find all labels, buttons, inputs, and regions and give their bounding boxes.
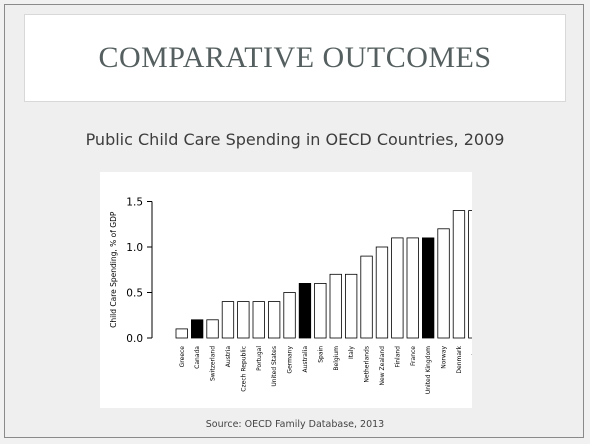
bar: [468, 210, 472, 339]
x-tick-label: Italy: [348, 346, 355, 359]
source-note: Source: OECD Family Database, 2013: [205, 419, 385, 430]
y-tick-label: 0.0: [126, 333, 143, 345]
x-tick-label: Spain: [317, 346, 324, 363]
x-tick-label: Czech Republic: [240, 346, 247, 392]
x-tick-label: Switzerland: [210, 346, 217, 381]
x-tick-label: Australia: [302, 346, 309, 373]
x-tick-label: Norway: [441, 346, 448, 369]
x-tick-label: Greece: [179, 346, 186, 368]
x-tick-label: Belgium: [333, 346, 340, 371]
bar: [329, 273, 342, 339]
bar: [267, 301, 281, 339]
bar: [437, 228, 450, 339]
x-tick-label: Germany: [287, 346, 294, 374]
x-tick-label: United Kingdom: [425, 346, 432, 394]
y-tick-label: 1.0: [126, 242, 143, 254]
x-tick-label: Austria: [225, 346, 232, 368]
slide-title: COMPARATIVE OUTCOMES: [98, 41, 492, 74]
bar: [206, 319, 219, 339]
y-tick-label: 1.5: [126, 197, 143, 209]
bar: [298, 283, 312, 339]
bar: [375, 246, 389, 339]
x-tick-label: Finland: [394, 346, 401, 368]
x-tick-label: Portugal: [256, 346, 263, 371]
y-axis-title: Child Care Spending, % of GDP: [109, 211, 118, 328]
bar: [406, 237, 419, 339]
bar: [191, 319, 204, 339]
y-tick-label: 0.5: [126, 288, 143, 300]
bar: [283, 292, 296, 339]
x-tick-label: Netherlands: [364, 346, 371, 383]
x-tick-label: Sweden: [471, 346, 472, 370]
bar: [175, 328, 188, 339]
bar: [344, 273, 358, 339]
x-tick-label: Canada: [194, 346, 201, 369]
bar: [391, 237, 404, 339]
bar: [452, 210, 466, 339]
bar: [360, 255, 373, 339]
x-tick-label: France: [410, 346, 417, 366]
bar: [314, 283, 327, 339]
bar: [252, 301, 265, 339]
bar-chart: 0.0 0.5 1.0 1.5 Child Care Spending, % of GD…: [109, 197, 472, 394]
x-tick-label: United States: [271, 346, 278, 387]
bar: [221, 301, 235, 339]
title-box: COMPARATIVE OUTCOMES: [24, 14, 566, 102]
chart-subtitle: Public Child Care Spending in OECD Count…: [85, 130, 505, 149]
x-tick-label: Denmark: [456, 345, 463, 373]
chart-panel: 0.0 0.5 1.0 1.5 Child Care Spending, % of GD…: [100, 172, 472, 408]
bar: [237, 301, 250, 339]
bar: [421, 237, 435, 339]
x-tick-label: New Zealand: [379, 346, 386, 386]
